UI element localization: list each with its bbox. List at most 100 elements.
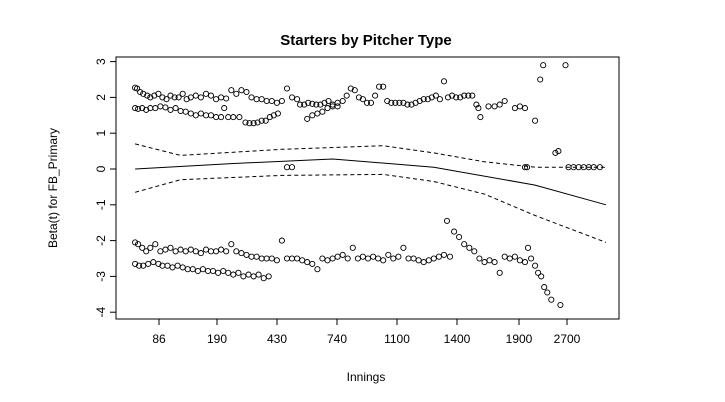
- x-tick-label: 1900: [506, 332, 533, 346]
- data-point: [177, 246, 184, 253]
- data-point: [184, 266, 191, 273]
- data-point: [213, 114, 220, 121]
- data-point: [278, 237, 285, 244]
- data-point: [372, 92, 379, 99]
- data-point: [157, 248, 164, 255]
- data-point: [218, 94, 225, 101]
- data-point: [309, 100, 316, 107]
- data-point: [596, 164, 603, 171]
- data-point: [189, 266, 196, 273]
- data-point: [167, 106, 174, 113]
- data-point: [461, 241, 468, 248]
- data-point: [466, 244, 473, 251]
- data-point: [248, 253, 255, 260]
- data-point: [364, 255, 372, 262]
- data-point: [380, 83, 387, 90]
- y-tick-label: 3: [94, 58, 108, 65]
- data-point: [155, 90, 162, 97]
- data-point: [544, 289, 551, 296]
- data-point: [236, 114, 243, 121]
- data-point: [344, 255, 351, 262]
- data-point: [496, 269, 503, 276]
- data-point: [359, 96, 366, 103]
- data-point: [150, 259, 157, 266]
- data-point: [288, 164, 296, 171]
- data-point: [524, 244, 532, 251]
- data-point: [548, 296, 555, 303]
- data-point: [294, 255, 301, 262]
- y-tick-label: -1: [94, 199, 108, 210]
- y-tick-label: -4: [94, 307, 108, 318]
- data-point: [192, 92, 199, 99]
- data-point: [440, 251, 448, 258]
- data-point: [339, 251, 346, 258]
- data-point: [137, 88, 144, 96]
- x-axis: 86 190 430 740 1100 1400 1900 2700: [152, 318, 581, 346]
- data-point: [174, 262, 181, 269]
- data-point: [194, 267, 201, 275]
- x-tick-label: 86: [152, 332, 166, 346]
- plot-frame: [115, 56, 620, 320]
- data-point: [179, 90, 186, 97]
- data-point: [486, 257, 493, 264]
- data-point: [329, 255, 336, 262]
- data-point: [273, 257, 280, 264]
- x-tick-label: 430: [267, 332, 287, 346]
- data-point: [139, 244, 146, 251]
- data-point: [475, 105, 482, 112]
- data-point: [485, 103, 492, 110]
- data-point: [225, 269, 232, 276]
- data-point: [552, 149, 559, 156]
- data-point: [218, 114, 225, 121]
- data-point: [238, 250, 245, 257]
- data-point: [278, 97, 285, 105]
- data-point: [349, 244, 356, 251]
- data-point: [540, 62, 547, 69]
- data-point: [473, 101, 480, 108]
- data-point: [202, 246, 210, 253]
- data-point: [465, 92, 472, 99]
- data-point: [204, 267, 212, 275]
- data-point: [347, 85, 354, 92]
- data-point: [228, 87, 235, 94]
- data-point: [501, 253, 508, 260]
- data-point: [144, 92, 151, 99]
- data-point: [496, 101, 503, 108]
- data-point: [162, 104, 169, 111]
- data-point: [436, 96, 443, 103]
- data-point: [134, 85, 141, 92]
- y-tick-label: 0: [94, 165, 108, 172]
- data-point: [541, 284, 548, 291]
- data-point: [163, 96, 170, 103]
- x-tick-label: 190: [207, 332, 227, 346]
- y-axis: 3 2 1 0 -1 -2 -3 -4: [94, 58, 117, 318]
- data-point: [235, 269, 242, 276]
- data-point: [354, 255, 361, 262]
- data-point: [446, 253, 454, 260]
- x-axis-label: Innings: [347, 370, 386, 384]
- y-tick-label: -3: [94, 271, 108, 282]
- data-point: [370, 253, 377, 260]
- data-point: [250, 273, 257, 280]
- data-point: [262, 117, 269, 124]
- data-point: [223, 248, 230, 255]
- data-point: [258, 255, 265, 262]
- data-point: [175, 94, 182, 101]
- data-point: [143, 248, 150, 255]
- data-point: [430, 255, 437, 262]
- data-point: [248, 94, 255, 101]
- data-point: [283, 164, 291, 171]
- data-point: [304, 115, 311, 122]
- data-point: [172, 105, 179, 112]
- data-point: [197, 94, 204, 101]
- data-point: [246, 120, 253, 127]
- data-point: [511, 253, 518, 260]
- upper-band: [134, 143, 606, 168]
- data-point: [243, 251, 250, 258]
- data-point: [334, 103, 341, 110]
- data-point: [440, 78, 448, 85]
- data-point: [152, 241, 159, 248]
- data-point: [469, 92, 476, 99]
- data-point: [532, 117, 539, 124]
